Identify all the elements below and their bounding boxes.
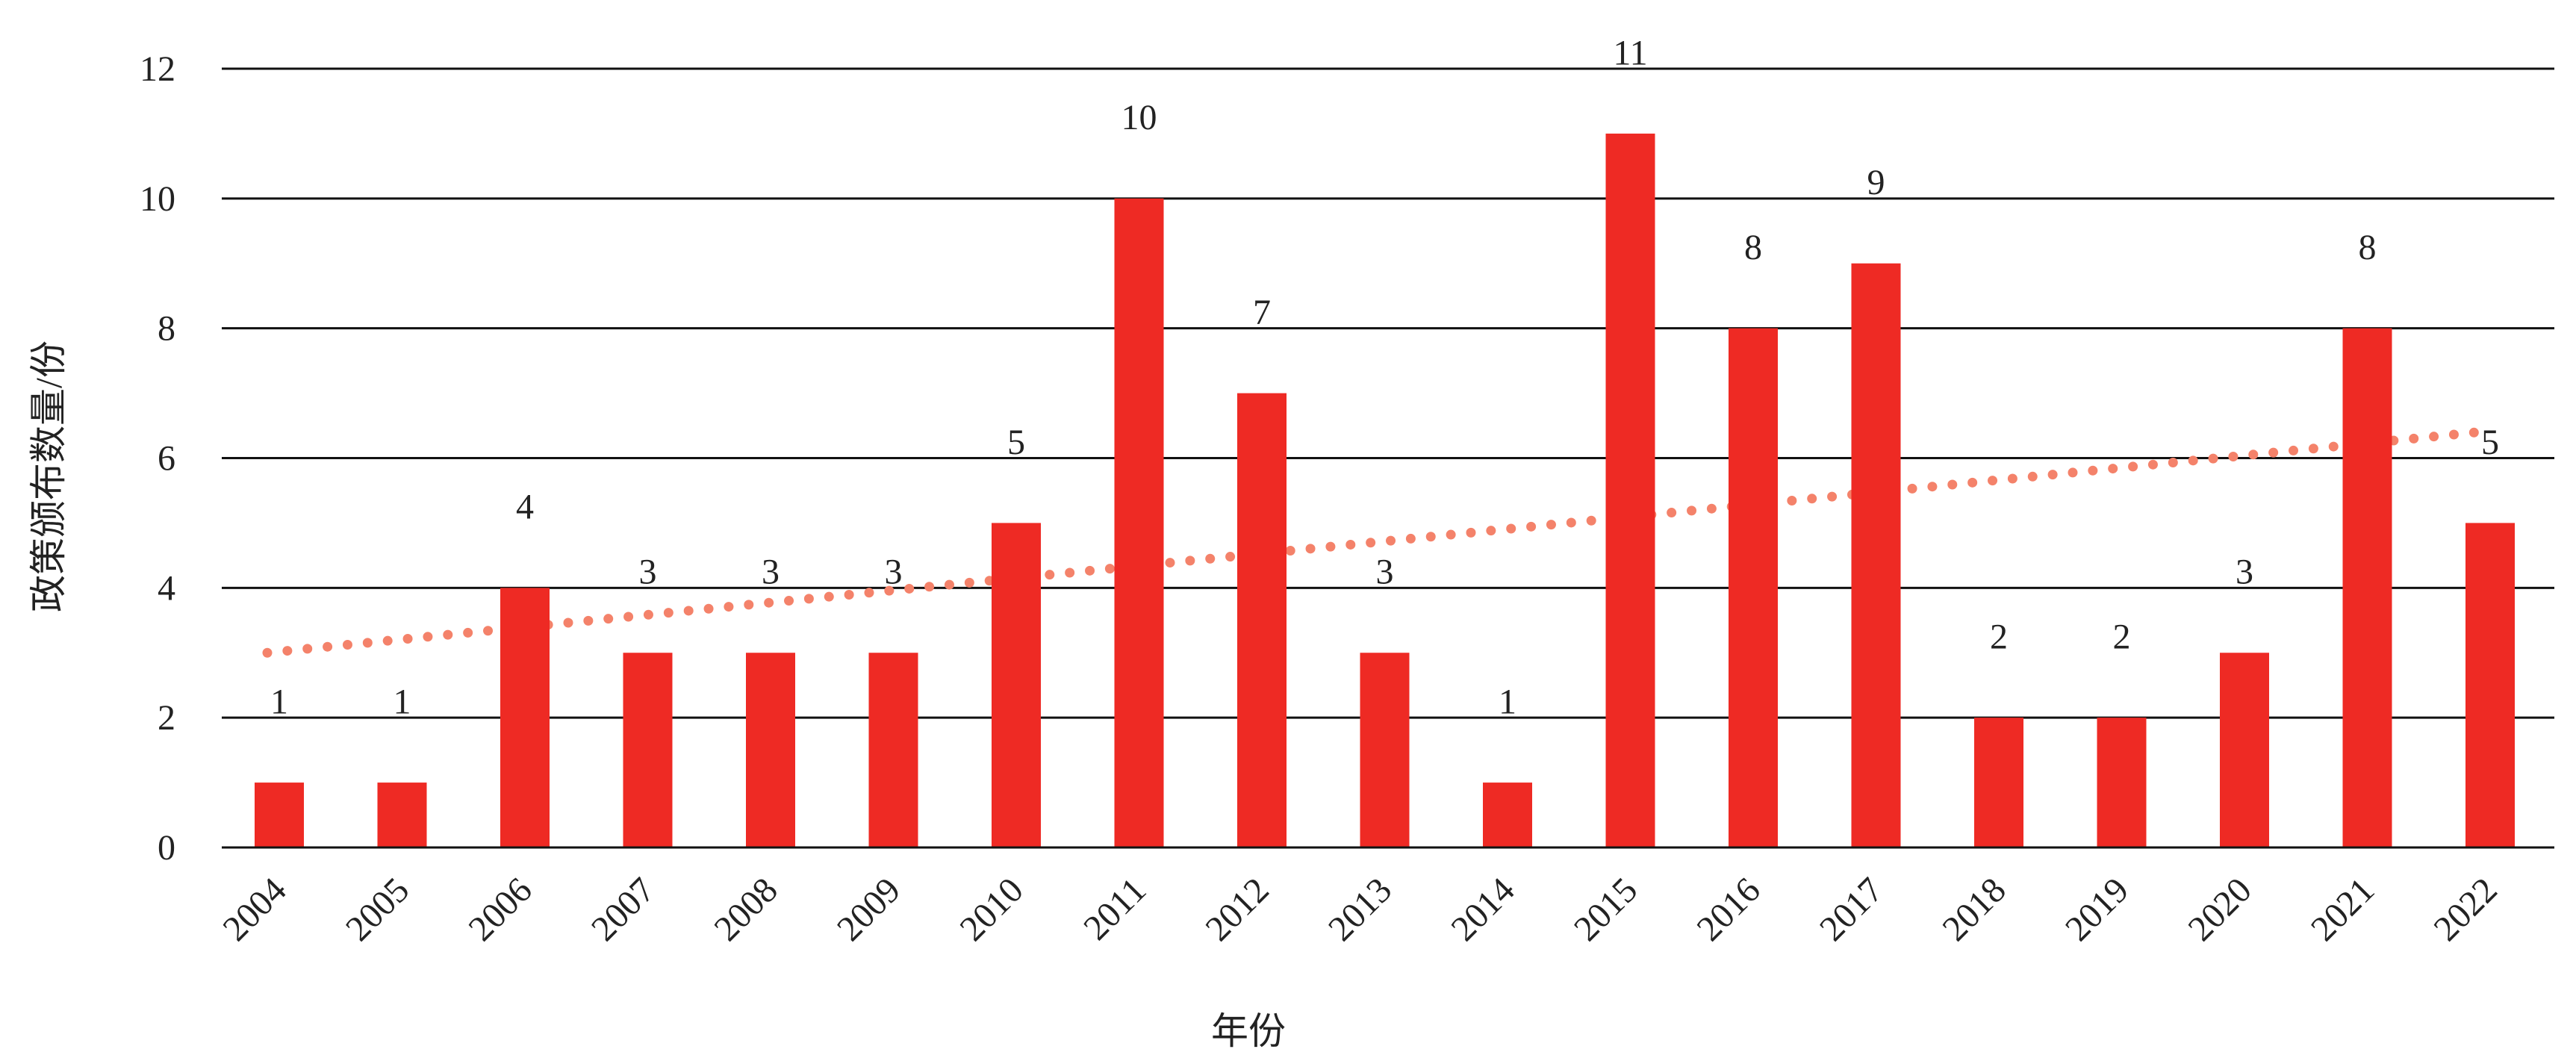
x-tick-label: 2010 [952, 870, 1030, 948]
y-tick-label: 12 [140, 49, 175, 89]
bar [1729, 328, 1778, 847]
data-label: 11 [1613, 33, 1647, 72]
x-tick-label: 2017 [1812, 870, 1891, 948]
x-tick-label: 2006 [461, 870, 539, 948]
x-tick-label: 2014 [1443, 870, 1522, 948]
bar [1974, 718, 2023, 847]
bar [746, 653, 795, 847]
bar [1237, 393, 1287, 847]
data-label: 4 [516, 488, 534, 527]
bars [255, 133, 2515, 847]
trend-line [262, 427, 2483, 658]
x-tick-label: 2011 [1076, 870, 1154, 948]
gridlines [222, 67, 2554, 849]
x-tick-labels: 2004 2005 2006 2007 2008 2009 2010 2011 2012 2013… [215, 870, 2504, 948]
x-tick-label: 2007 [584, 870, 662, 948]
bar [2220, 653, 2269, 847]
bar [500, 588, 550, 847]
x-tick-label: 2008 [706, 870, 785, 948]
bar [1851, 263, 1901, 847]
y-tick-label: 0 [158, 828, 175, 868]
x-tick-label: 2012 [1198, 870, 1276, 948]
x-tick-label: 2016 [1689, 870, 1767, 948]
bar [377, 783, 427, 847]
x-tick-label: 2005 [338, 870, 417, 948]
y-tick-labels: 0 2 4 6 8 10 12 [140, 49, 175, 868]
trend-line-dots [262, 427, 2483, 658]
data-label: 1 [393, 682, 411, 721]
data-label: 2 [1990, 617, 2008, 657]
bar [1605, 133, 1655, 847]
data-label: 1 [270, 682, 288, 721]
x-tick-label: 2009 [830, 870, 908, 948]
bar [255, 783, 304, 847]
x-tick-label: 2019 [2058, 870, 2136, 948]
x-tick-label: 2022 [2426, 870, 2504, 948]
y-axis-title: 政策颁布数量/份 [28, 340, 69, 612]
bar [1483, 783, 1532, 847]
bar [2097, 718, 2147, 847]
data-label: 3 [762, 553, 780, 592]
bar [2465, 523, 2515, 847]
y-tick-label: 10 [140, 179, 175, 219]
data-label: 3 [2236, 553, 2253, 592]
data-label: 3 [1376, 553, 1394, 592]
data-label: 2 [2113, 617, 2131, 657]
y-tick-label: 6 [158, 439, 175, 479]
bar [1360, 653, 1410, 847]
x-tick-label: 2013 [1321, 870, 1399, 948]
y-tick-label: 2 [158, 698, 175, 738]
bar [623, 653, 673, 847]
data-label: 10 [1121, 98, 1157, 137]
x-axis-title: 年份 [1211, 1010, 1286, 1052]
x-tick-label: 2018 [1935, 870, 2013, 948]
bar [2342, 328, 2392, 847]
data-label: 1 [1499, 682, 1516, 721]
data-label: 5 [2481, 423, 2499, 462]
x-tick-label: 2004 [215, 870, 293, 948]
data-label: 3 [885, 553, 903, 592]
y-tick-label: 4 [158, 568, 175, 608]
data-label: 8 [2359, 228, 2377, 267]
bar [1114, 198, 1164, 847]
y-tick-label: 8 [158, 309, 175, 349]
x-tick-label: 2021 [2303, 870, 2382, 948]
x-tick-label: 2015 [1567, 870, 1645, 948]
data-label: 3 [639, 553, 657, 592]
data-label: 7 [1253, 293, 1271, 332]
bar [868, 653, 918, 847]
data-label: 5 [1007, 423, 1025, 462]
data-label: 8 [1744, 228, 1762, 267]
x-tick-label: 2020 [2180, 870, 2259, 948]
bar [992, 523, 1041, 847]
data-label: 9 [1867, 163, 1885, 202]
